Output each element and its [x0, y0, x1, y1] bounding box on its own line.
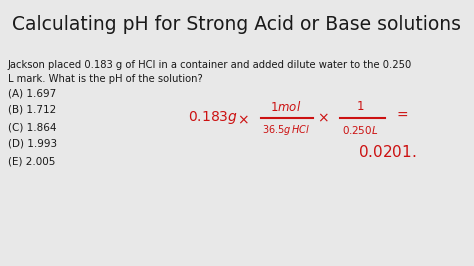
- Text: $0.0201.$: $0.0201.$: [358, 144, 417, 160]
- Text: $1$: $1$: [356, 101, 364, 114]
- Text: $=$: $=$: [394, 107, 409, 121]
- Text: $\times$: $\times$: [237, 113, 249, 127]
- Text: $1mol$: $1mol$: [270, 100, 301, 114]
- Text: $0.250L$: $0.250L$: [342, 124, 378, 136]
- Text: (C) 1.864: (C) 1.864: [8, 122, 56, 132]
- Text: L mark. What is the pH of the solution?: L mark. What is the pH of the solution?: [8, 74, 203, 84]
- Text: (E) 2.005: (E) 2.005: [8, 156, 55, 166]
- Text: (D) 1.993: (D) 1.993: [8, 139, 57, 149]
- Text: $0.183g$: $0.183g$: [188, 110, 238, 127]
- Text: $36.5g\,HCl$: $36.5g\,HCl$: [262, 123, 310, 137]
- Text: (A) 1.697: (A) 1.697: [8, 88, 56, 98]
- Text: Calculating pH for Strong Acid or Base solutions: Calculating pH for Strong Acid or Base s…: [12, 15, 462, 34]
- Text: $\times$: $\times$: [317, 111, 329, 125]
- Text: (B) 1.712: (B) 1.712: [8, 105, 56, 115]
- Text: Jackson placed 0.183 g of HCl in a container and added dilute water to the 0.250: Jackson placed 0.183 g of HCl in a conta…: [8, 60, 412, 70]
